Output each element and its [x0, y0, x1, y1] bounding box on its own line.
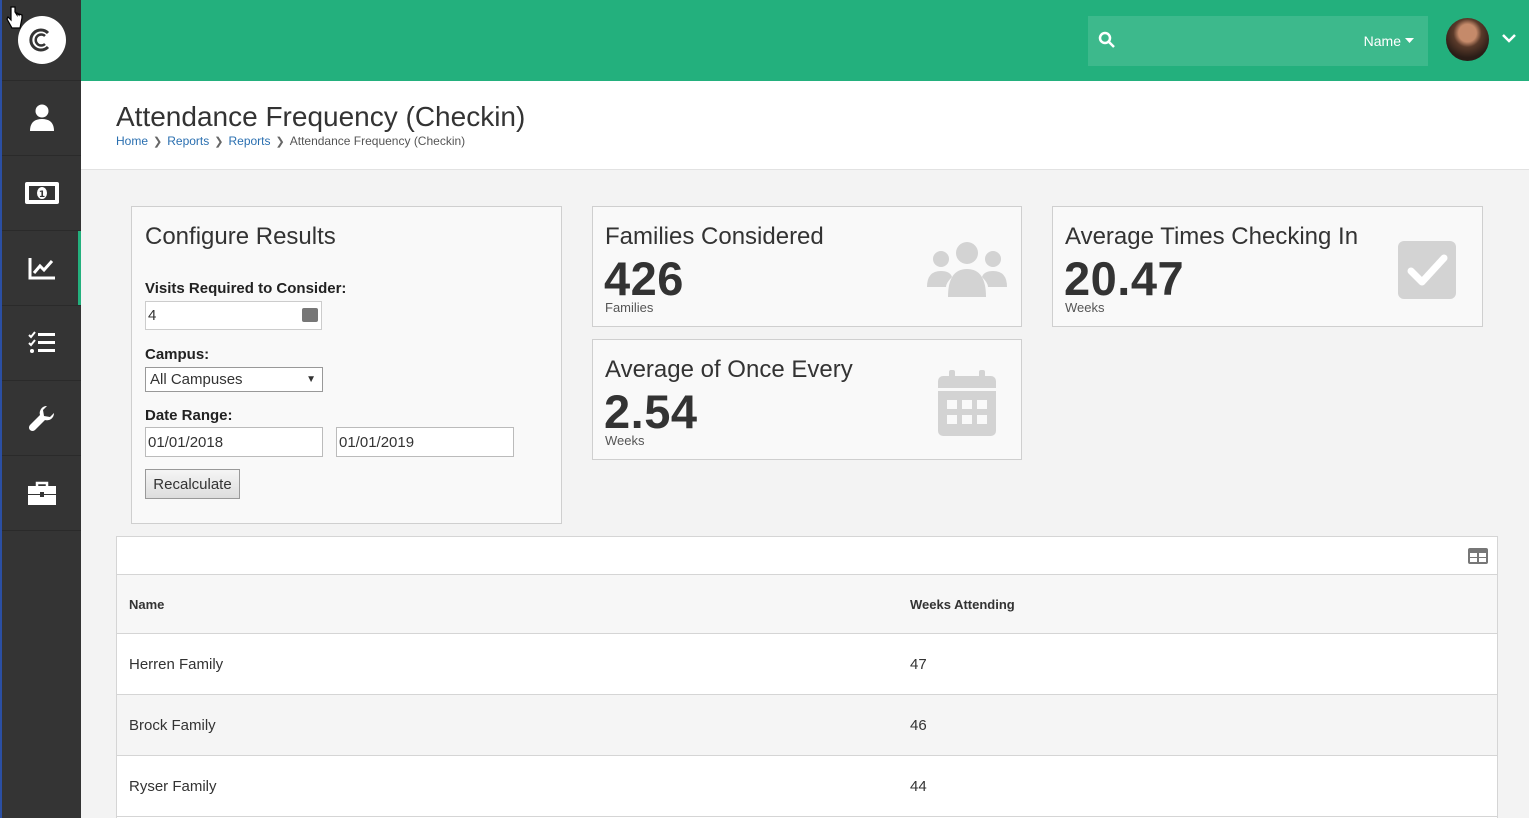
date-end-value: 01/01/2019 [339, 434, 415, 451]
chart-icon [28, 258, 55, 280]
search-icon [1098, 31, 1115, 48]
avatar[interactable] [1446, 18, 1489, 61]
campus-label: Campus: [145, 346, 210, 363]
campus-selected-value: All Campuses [150, 371, 243, 388]
table-export-icon[interactable] [1468, 548, 1488, 564]
search-filter-dropdown[interactable]: Name [1364, 33, 1414, 49]
page-header: Attendance Frequency (Checkin) Home ❯ Re… [81, 81, 1529, 170]
average-once-every-unit: Weeks [605, 433, 645, 448]
grid-header-row: Name Weeks Attending [117, 575, 1497, 634]
sidebar-item-finance[interactable]: 1 [2, 156, 81, 231]
average-times-card: Average Times Checking In 20.47 Weeks [1052, 206, 1483, 327]
users-icon [927, 242, 1007, 297]
check-square-icon [1398, 241, 1456, 299]
breadcrumb-separator-icon: ❯ [275, 135, 285, 148]
search-filter-label: Name [1363, 33, 1401, 49]
mouse-cursor-icon [6, 6, 23, 29]
svg-text:1: 1 [38, 190, 44, 200]
cell-weeks: 44 [910, 777, 927, 795]
families-considered-unit: Families [605, 300, 654, 315]
sidebar-item-reporting[interactable] [2, 231, 81, 306]
page-title: Attendance Frequency (Checkin) [116, 101, 526, 132]
rock-logo-icon [17, 16, 66, 64]
person-icon [29, 104, 54, 131]
average-times-title: Average Times Checking In [1065, 223, 1359, 250]
breadcrumb-separator-icon: ❯ [153, 135, 163, 148]
select-caret-icon: ▼ [306, 374, 316, 385]
families-considered-title: Families Considered [605, 223, 824, 250]
date-end-input[interactable]: 01/01/2019 [336, 427, 514, 457]
table-row[interactable]: Brock Family 46 [117, 695, 1497, 756]
cell-weeks: 46 [910, 716, 927, 734]
average-once-every-card: Average of Once Every 2.54 Weeks [592, 339, 1022, 460]
logo-link[interactable] [2, 0, 81, 81]
briefcase-icon [27, 481, 56, 505]
average-times-value: 20.47 [1064, 252, 1185, 305]
number-picker-icon[interactable] [302, 308, 318, 322]
breadcrumb: Home ❯ Reports ❯ Reports ❯ Attendance Fr… [116, 134, 465, 148]
configure-results-title: Configure Results [145, 223, 336, 250]
breadcrumb-reports-sub[interactable]: Reports [228, 134, 271, 148]
visits-input[interactable]: 4 [145, 301, 322, 330]
recalculate-button[interactable]: Recalculate [145, 469, 240, 499]
campus-select[interactable]: All Campuses ▼ [145, 367, 323, 392]
sidebar-item-admin[interactable] [2, 381, 81, 456]
families-considered-value: 426 [604, 252, 684, 305]
cell-name: Brock Family [129, 716, 216, 734]
visits-label: Visits Required to Consider: [145, 280, 347, 297]
breadcrumb-reports[interactable]: Reports [167, 134, 210, 148]
checklist-icon [27, 331, 55, 353]
breadcrumb-separator-icon: ❯ [214, 135, 224, 148]
average-once-every-value: 2.54 [604, 385, 698, 438]
breadcrumb-home[interactable]: Home [116, 134, 149, 148]
sidebar: 1 [0, 0, 81, 818]
average-once-every-title: Average of Once Every [605, 356, 853, 383]
calendar-icon [938, 370, 996, 436]
average-times-unit: Weeks [1065, 300, 1105, 315]
cell-name: Ryser Family [129, 777, 217, 795]
sidebar-item-tools[interactable] [2, 456, 81, 531]
cell-weeks: 47 [910, 655, 927, 673]
table-row[interactable]: Herren Family 47 [117, 634, 1497, 695]
top-bar: Name [81, 0, 1529, 81]
sidebar-item-people[interactable] [2, 81, 81, 156]
grid-body: Herren Family 47 Brock Family 46 Ryser F… [117, 634, 1497, 817]
grid-toolbar [117, 537, 1497, 575]
column-header-name[interactable]: Name [129, 596, 165, 612]
wrench-icon [28, 405, 54, 432]
results-grid: Name Weeks Attending Herren Family 47 Br… [116, 536, 1498, 818]
breadcrumb-current: Attendance Frequency (Checkin) [289, 134, 466, 148]
configure-results-panel: Configure Results Visits Required to Con… [131, 206, 562, 524]
column-header-weeks-attending[interactable]: Weeks Attending [910, 596, 1015, 612]
sidebar-item-tasks[interactable] [2, 306, 81, 381]
date-start-value: 01/01/2018 [148, 434, 224, 451]
cell-name: Herren Family [129, 655, 224, 673]
families-considered-card: Families Considered 426 Families [592, 206, 1022, 327]
visits-value: 4 [148, 307, 157, 324]
table-row[interactable]: Ryser Family 44 [117, 756, 1497, 817]
money-icon: 1 [24, 182, 59, 204]
search-box[interactable]: Name [1088, 16, 1428, 66]
date-range-label: Date Range: [145, 407, 233, 424]
caret-down-icon [1405, 38, 1414, 43]
date-start-input[interactable]: 01/01/2018 [145, 427, 323, 457]
chevron-down-icon[interactable] [1501, 33, 1517, 43]
